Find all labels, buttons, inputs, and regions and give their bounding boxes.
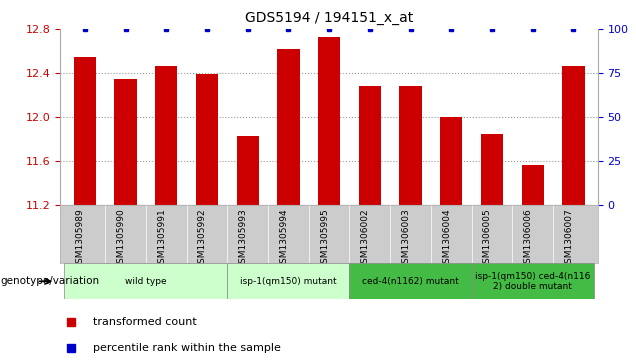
Text: isp-1(qm150) ced-4(n116
2) double mutant: isp-1(qm150) ced-4(n116 2) double mutant: [475, 272, 590, 291]
Bar: [522, 166, 544, 205]
Text: isp-1(qm150) mutant: isp-1(qm150) mutant: [240, 277, 336, 286]
Bar: [350, 263, 472, 299]
Text: GSM1306005: GSM1306005: [483, 208, 492, 269]
Title: GDS5194 / 194151_x_at: GDS5194 / 194151_x_at: [245, 11, 413, 25]
Text: percentile rank within the sample: percentile rank within the sample: [93, 343, 280, 354]
Text: GSM1306002: GSM1306002: [361, 208, 370, 269]
Text: GSM1305993: GSM1305993: [238, 208, 247, 269]
Text: GSM1305990: GSM1305990: [116, 208, 125, 269]
Text: GSM1305989: GSM1305989: [76, 208, 85, 269]
Bar: [472, 263, 594, 299]
Bar: [64, 263, 227, 299]
Text: GSM1306007: GSM1306007: [564, 208, 574, 269]
Bar: [155, 66, 177, 205]
Bar: [440, 117, 462, 205]
Bar: [227, 263, 350, 299]
Text: GSM1306003: GSM1306003: [401, 208, 411, 269]
Text: ced-4(n1162) mutant: ced-4(n1162) mutant: [362, 277, 459, 286]
Text: GSM1306006: GSM1306006: [523, 208, 533, 269]
Bar: [318, 37, 340, 205]
Bar: [237, 136, 259, 205]
Bar: [399, 86, 422, 205]
Bar: [481, 134, 503, 205]
Bar: [74, 57, 96, 205]
Text: genotype/variation: genotype/variation: [1, 276, 100, 286]
Bar: [562, 66, 584, 205]
Text: GSM1306004: GSM1306004: [442, 208, 452, 269]
Bar: [114, 78, 137, 205]
Text: transformed count: transformed count: [93, 317, 197, 327]
Text: wild type: wild type: [125, 277, 167, 286]
Text: GSM1305992: GSM1305992: [198, 208, 207, 269]
Text: GSM1305991: GSM1305991: [157, 208, 166, 269]
Bar: [359, 86, 381, 205]
Bar: [277, 49, 300, 205]
Text: GSM1305995: GSM1305995: [320, 208, 329, 269]
Bar: [196, 74, 218, 205]
Text: GSM1305994: GSM1305994: [279, 208, 288, 269]
